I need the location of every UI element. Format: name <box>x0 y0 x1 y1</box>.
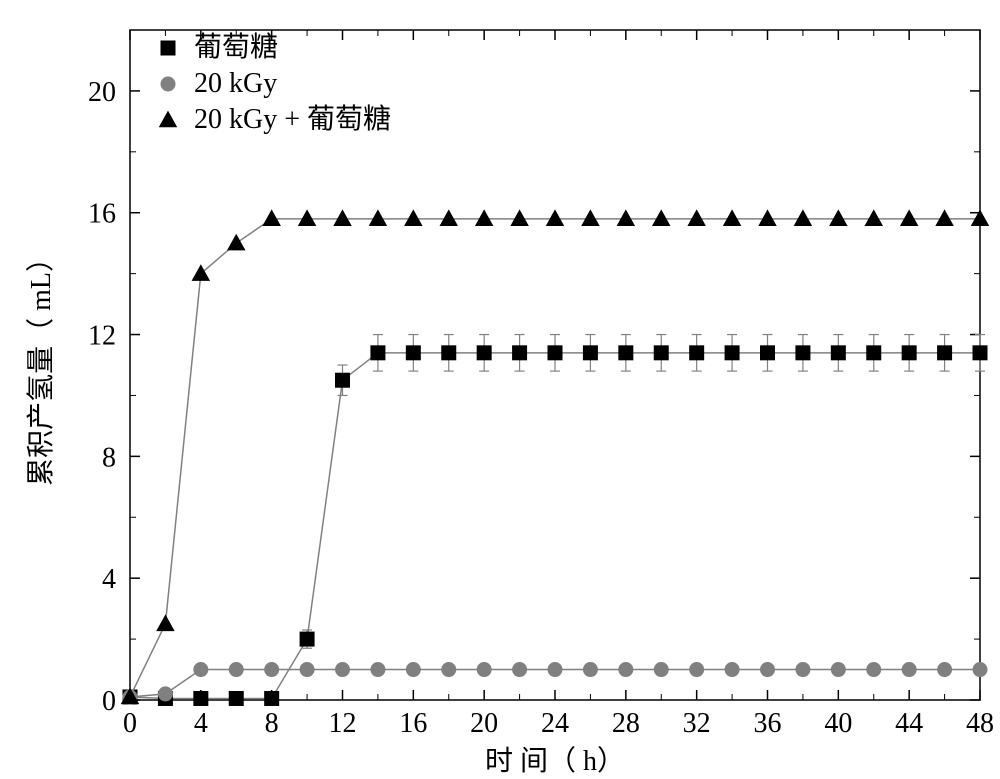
legend-label: 葡萄糖 <box>194 31 278 63</box>
x-tick-label: 20 <box>470 708 498 739</box>
y-tick-label: 0 <box>102 686 116 717</box>
x-tick-label: 24 <box>541 708 569 739</box>
x-tick-label: 36 <box>754 708 782 739</box>
x-tick-label: 40 <box>824 708 852 739</box>
x-tick-label: 4 <box>194 708 208 739</box>
chart-container: 04812162024283236404448048121620时 间（ h）累… <box>0 0 1000 779</box>
legend-item-glucose: 葡萄糖 <box>161 31 278 63</box>
x-tick-label: 0 <box>123 708 137 739</box>
legend-label: 20 kGy <box>194 68 277 99</box>
y-tick-label: 12 <box>88 321 116 352</box>
y-tick-label: 20 <box>88 77 116 108</box>
legend-item-k20: 20 kGy <box>161 68 277 99</box>
y-tick-label: 4 <box>102 564 116 595</box>
x-tick-label: 12 <box>329 708 357 739</box>
series-k20g <box>122 210 989 703</box>
legend-label: 20 kGy + 葡萄糖 <box>194 103 391 135</box>
y-tick-label: 16 <box>88 199 116 230</box>
series-glucose <box>123 335 987 706</box>
legend-item-k20g: 20 kGy + 葡萄糖 <box>160 103 391 135</box>
y-axis-label: 累积产氢量（ mL） <box>25 244 57 486</box>
x-axis-label: 时 间（ h） <box>485 745 625 777</box>
x-tick-label: 28 <box>612 708 640 739</box>
x-tick-label: 8 <box>265 708 279 739</box>
y-tick-label: 8 <box>102 442 116 473</box>
x-tick-label: 32 <box>683 708 711 739</box>
x-tick-label: 16 <box>399 708 427 739</box>
x-tick-label: 48 <box>966 708 994 739</box>
x-tick-label: 44 <box>895 708 923 739</box>
chart-svg: 04812162024283236404448048121620时 间（ h）累… <box>0 0 1000 779</box>
